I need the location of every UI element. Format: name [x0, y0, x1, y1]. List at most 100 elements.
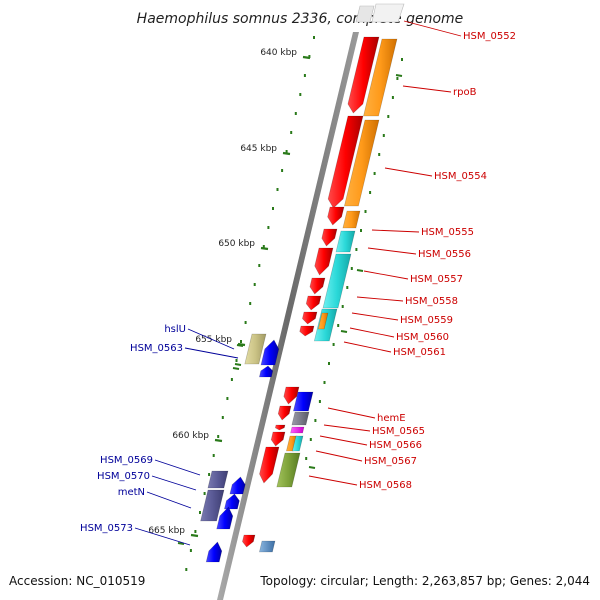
leader-line — [151, 475, 197, 491]
cds-forward — [321, 228, 338, 247]
track-tick — [234, 363, 242, 366]
gene-label-forward: HSM_0552 — [463, 31, 516, 42]
track-dot — [332, 343, 335, 346]
leader-line — [327, 407, 376, 419]
track-dot — [290, 131, 293, 134]
leader-line — [343, 341, 392, 353]
track-dot — [244, 321, 247, 324]
tick-mark — [190, 533, 199, 538]
cds-steel — [259, 540, 276, 553]
gene-label-forward: HSM_0567 — [364, 456, 417, 467]
cds-forward — [283, 386, 300, 405]
cds-reverse — [259, 365, 274, 378]
track-dot — [194, 530, 197, 533]
track-dot — [267, 226, 270, 229]
gene-label-reverse: hslU — [164, 324, 186, 335]
track-dot — [235, 359, 238, 362]
gene-label-forward: hemE — [377, 413, 406, 424]
track-dot — [369, 191, 372, 194]
track-dot — [221, 416, 224, 419]
track-dot — [355, 248, 358, 251]
cds-gray — [291, 411, 310, 426]
track-tick — [395, 74, 403, 77]
gene-label-forward: HSM_0556 — [418, 249, 471, 260]
track-dot — [391, 96, 394, 99]
map-title: Haemophilus somnus 2336, complete genome — [137, 11, 464, 27]
track-dot — [341, 305, 344, 308]
track-dot — [309, 438, 312, 441]
track-dot — [203, 492, 206, 495]
track-dot — [276, 188, 279, 191]
cds-orange — [344, 119, 380, 207]
track-dot — [373, 172, 376, 175]
track-dot — [185, 568, 188, 571]
gene-label-forward: HSM_0568 — [359, 480, 412, 491]
track-dot — [226, 397, 229, 400]
leader-line — [146, 491, 192, 509]
gene-fragment — [355, 5, 375, 23]
track-dot — [253, 283, 256, 286]
leader-line — [371, 229, 420, 233]
leader-line — [351, 312, 399, 321]
track-dot — [318, 400, 321, 403]
tick-label: 660 kbp — [172, 431, 209, 441]
track-dot — [401, 58, 403, 61]
accession-text: Accession: NC_010519 — [9, 574, 146, 588]
cds-purple — [207, 470, 229, 489]
track-dot — [208, 473, 211, 476]
cds-cyan — [292, 435, 304, 452]
leader-line — [134, 527, 191, 546]
tick-label: 665 kbp — [148, 526, 185, 536]
cds-orange — [363, 38, 398, 117]
cds-green — [276, 452, 301, 488]
gene-label-forward: HSM_0557 — [410, 274, 463, 285]
track-tick — [236, 344, 244, 347]
track-dot — [294, 112, 297, 115]
track-dot — [189, 549, 192, 552]
leader-line — [349, 327, 395, 338]
track-dot — [378, 153, 381, 156]
track-dot — [382, 134, 385, 137]
gene-label-reverse: HSM_0563 — [130, 343, 183, 354]
cds-forward — [302, 311, 318, 325]
gene-label-forward: HSM_0561 — [393, 347, 446, 358]
tick-mark — [214, 438, 223, 443]
track-dot — [305, 457, 308, 460]
genome-summary-text: Topology: circular; Length: 2,263,857 bp… — [260, 574, 590, 588]
gene-label-forward: HSM_0560 — [396, 332, 449, 343]
track-dot — [303, 74, 306, 77]
cds-forward — [327, 115, 364, 209]
track-tick — [177, 542, 185, 545]
feature-track-dots — [177, 36, 403, 571]
cds-forward — [277, 405, 292, 421]
gene-features — [200, 3, 405, 563]
leader-line — [402, 85, 452, 93]
tick-mark — [282, 151, 291, 156]
cds-khaki — [244, 333, 267, 365]
cds-forward — [309, 277, 326, 295]
cds-reverse — [216, 506, 234, 530]
gene-label-forward: HSM_0566 — [369, 440, 422, 451]
gene-label-reverse: HSM_0570 — [97, 471, 150, 482]
cds-cyan — [335, 230, 356, 253]
cds-orange — [342, 210, 361, 229]
track-dot — [199, 511, 201, 514]
track-tick — [232, 367, 240, 370]
cds-forward — [305, 295, 322, 311]
gene-label-reverse: HSM_0573 — [80, 523, 133, 534]
gene-label-forward: HSM_0554 — [434, 171, 487, 182]
gene-label-forward: HSM_0565 — [372, 426, 425, 437]
track-dot — [337, 324, 340, 327]
leader-line — [184, 347, 239, 359]
leader-line — [403, 20, 462, 37]
cds-orange — [317, 312, 329, 330]
track-dot — [281, 169, 284, 172]
gene-HSM_0552 — [371, 3, 405, 23]
track-dot — [350, 267, 353, 270]
cds-cyan — [313, 308, 338, 342]
cds-forward — [327, 206, 345, 226]
leader-line — [154, 459, 201, 476]
cds-forward — [274, 424, 286, 431]
chromosome-backbone — [217, 32, 359, 600]
